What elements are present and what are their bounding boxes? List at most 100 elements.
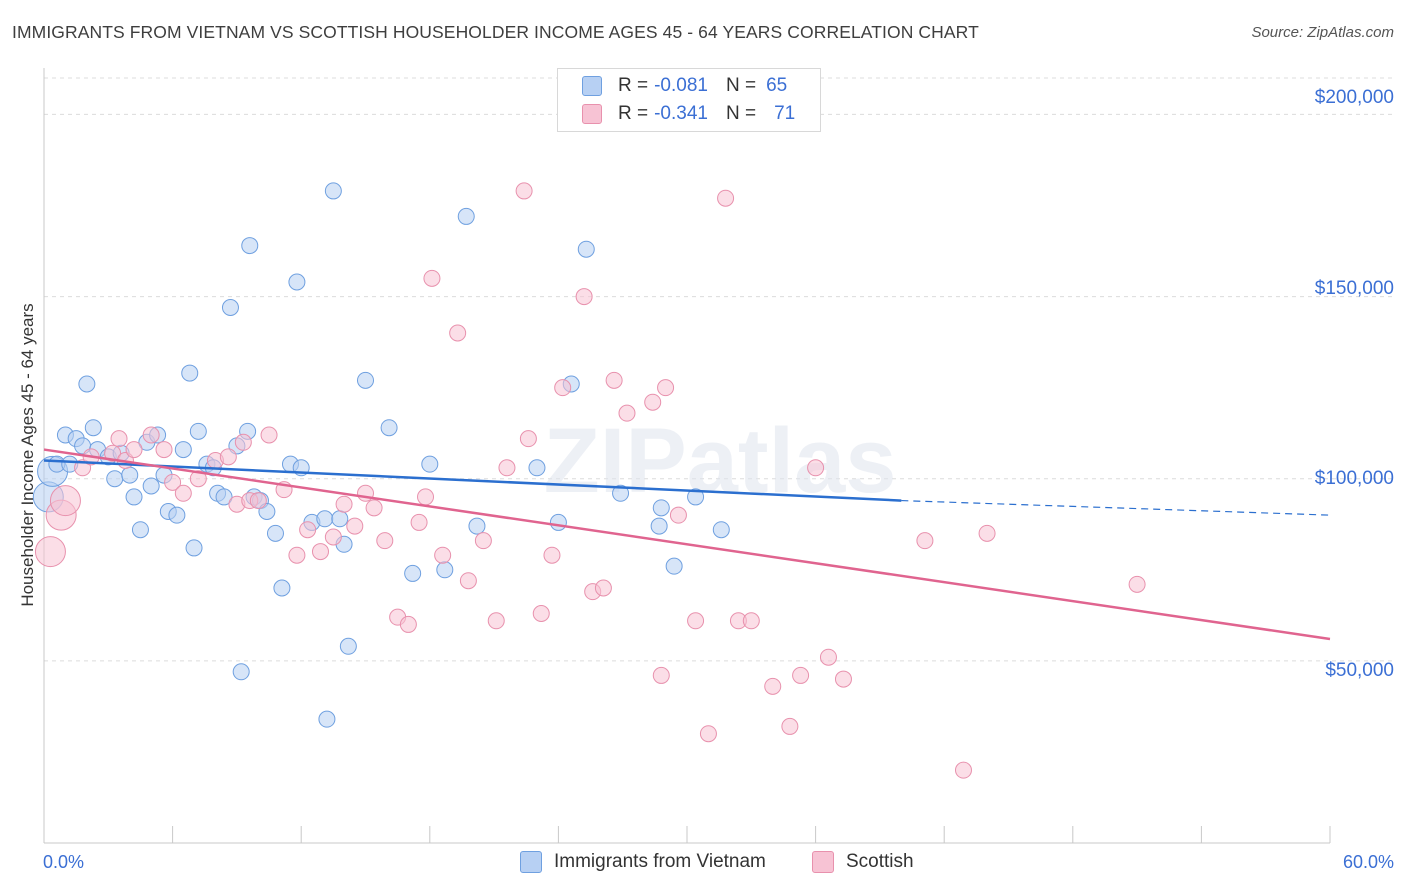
scottish-point <box>49 485 81 517</box>
scottish-point <box>125 441 143 459</box>
vietnam-trend-line <box>43 459 902 502</box>
r-label: R = <box>618 75 649 96</box>
scottish-point <box>792 666 810 684</box>
scottish-point <box>110 430 128 448</box>
vietnam-point <box>712 521 730 539</box>
scottish-point <box>434 546 452 564</box>
vietnam-point <box>131 521 149 539</box>
scottish-point <box>346 517 364 535</box>
scottish-point <box>335 495 353 513</box>
vietnam-point <box>125 488 143 506</box>
correlation-legend: R = -0.081 N = 65 R = -0.341 N = 71 <box>557 68 821 132</box>
vietnam-point <box>215 488 233 506</box>
bottom-legend-scottish: Scottish <box>812 851 914 873</box>
scottish-point <box>764 677 782 695</box>
vietnam-swatch <box>582 76 602 96</box>
vietnam-point <box>324 182 342 200</box>
vietnam-point <box>436 561 454 579</box>
scottish-point <box>219 448 237 466</box>
vietnam-point <box>189 422 207 440</box>
scottish-point <box>657 379 675 397</box>
scottish-point <box>644 393 662 411</box>
scottish-point <box>34 536 66 568</box>
scottish-point <box>669 506 687 524</box>
scottish-point <box>234 433 252 451</box>
x-tick-right: 60.0% <box>1342 852 1394 872</box>
vietnam-point <box>318 710 336 728</box>
vietnam-point <box>185 539 203 557</box>
source-credit: Source: ZipAtlas.com <box>1251 24 1394 41</box>
r-value: -0.341 <box>654 103 708 124</box>
scottish-swatch <box>582 104 602 124</box>
n-label: N = <box>725 103 757 124</box>
scottish-point <box>155 441 173 459</box>
bottom-legend-vietnam: Immigrants from Vietnam <box>520 851 766 873</box>
vietnam-legend-swatch <box>520 851 542 873</box>
legend-row-vietnam: R = -0.081 N = 65 <box>582 72 787 100</box>
scottish-point <box>978 524 996 542</box>
vietnam-point <box>528 459 546 477</box>
vietnam-point <box>142 477 160 495</box>
vietnam-point <box>549 513 567 531</box>
scottish-point <box>834 670 852 688</box>
vietnam-point <box>316 510 334 528</box>
scottish-point <box>515 182 533 200</box>
y-tick-100k: $100,000 <box>1314 468 1394 489</box>
scottish-point <box>164 473 182 491</box>
vietnam-point <box>106 470 124 488</box>
vietnam-point <box>331 510 349 528</box>
scottish-point <box>781 717 799 735</box>
vietnam-point <box>650 517 668 535</box>
y-tick-200k: $200,000 <box>1314 87 1394 108</box>
scottish-point <box>807 459 825 477</box>
vietnam-point <box>266 524 284 542</box>
n-label: N = <box>725 75 757 96</box>
scottish-point <box>594 579 612 597</box>
scottish-point <box>299 521 317 539</box>
vietnam-point <box>612 484 630 502</box>
legend-row-scottish: R = -0.341 N = 71 <box>582 100 795 128</box>
chart-title: IMMIGRANTS FROM VIETNAM VS SCOTTISH HOUS… <box>12 22 979 42</box>
vietnam-point <box>577 240 595 258</box>
scottish-legend-label: Scottish <box>846 851 914 872</box>
scottish-point <box>288 546 306 564</box>
scottish-point <box>260 426 278 444</box>
vietnam-point <box>652 499 670 517</box>
vietnam-point <box>78 375 96 393</box>
r-value: -0.081 <box>654 75 708 96</box>
vietnam-point <box>181 364 199 382</box>
vietnam-point <box>288 273 306 291</box>
scottish-point <box>543 546 561 564</box>
scottish-point <box>618 404 636 422</box>
scottish-point <box>324 528 342 546</box>
scottish-point <box>459 572 477 590</box>
gridlines <box>44 77 1395 662</box>
y-tick-50k: $50,000 <box>1325 660 1394 681</box>
trend-lines <box>43 448 1331 641</box>
scottish-point <box>717 189 735 207</box>
scottish-point <box>652 666 670 684</box>
vietnam-point <box>241 237 259 255</box>
scottish-point <box>474 532 492 550</box>
data-points <box>32 182 1146 779</box>
vietnam-point <box>421 455 439 473</box>
scottish-point <box>916 532 934 550</box>
scottish-point <box>498 459 516 477</box>
scottish-point <box>399 615 417 633</box>
scottish-point <box>417 488 435 506</box>
x-tick-left: 0.0% <box>43 852 85 872</box>
scottish-point <box>376 532 394 550</box>
vietnam-trend-extension <box>901 499 1331 516</box>
scottish-point <box>1128 575 1146 593</box>
vietnam-point <box>457 207 475 225</box>
axes <box>43 68 1331 844</box>
scottish-point <box>687 612 705 630</box>
vietnam-point <box>357 371 374 389</box>
scottish-point <box>554 379 572 397</box>
scottish-point <box>104 444 122 462</box>
scottish-point <box>487 612 505 630</box>
vietnam-point <box>665 557 683 575</box>
scottish-legend-swatch <box>812 851 834 873</box>
scottish-point <box>532 605 550 622</box>
